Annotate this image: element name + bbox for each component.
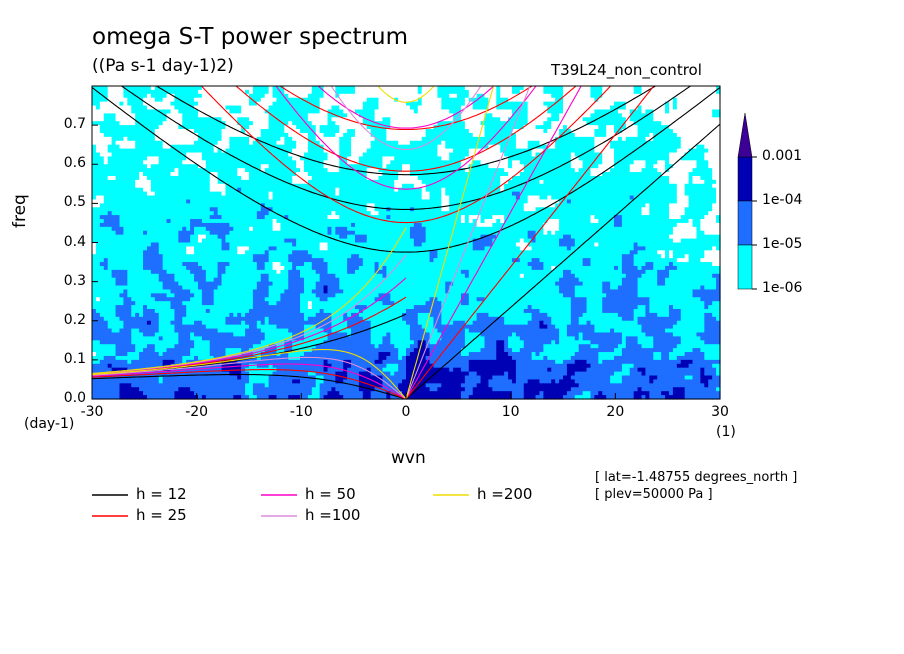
curve-h50-ig-n2 xyxy=(317,86,495,129)
curve-h50-rossby xyxy=(92,363,407,399)
x-tick-label: 0 xyxy=(401,404,411,420)
curve-h50-ig-n1 xyxy=(275,86,537,190)
x-axis-unit: (1) xyxy=(716,424,736,440)
y-tick-label: 0.5 xyxy=(63,194,86,211)
x-tick-label: 20 xyxy=(606,404,625,420)
colorbar-overflow-arrow xyxy=(737,112,753,158)
latitude-info: [ lat=-1.48755 degrees_north ] xyxy=(595,470,798,485)
colorbar-segment xyxy=(737,244,753,290)
x-tick-label: -20 xyxy=(185,404,209,420)
curve-h50-kelvin xyxy=(405,86,582,399)
y-axis-label: freq xyxy=(10,194,30,228)
dispersion-curves xyxy=(92,0,720,399)
x-tick-label: 10 xyxy=(501,404,520,420)
legend-label: h = 50 xyxy=(305,485,356,503)
curve-h200-mrg xyxy=(92,227,407,374)
x-tick-label: -30 xyxy=(80,404,104,420)
curve-h100-rossby xyxy=(92,356,407,399)
chart-units: ((Pa s-1 day-1)2) xyxy=(92,56,234,76)
y-axis-unit: (day-1) xyxy=(24,416,75,432)
curve-h100-ig-n3 xyxy=(92,0,720,18)
curve-h12-ig-n1 xyxy=(92,86,720,253)
curve-h25-kelvin xyxy=(405,86,655,399)
colorbar-label: 0.001 xyxy=(762,148,803,164)
curve-h12-kelvin xyxy=(405,123,720,399)
curve-h12-ig-n3 xyxy=(155,86,657,176)
x-axis-label: wvn xyxy=(391,448,426,468)
chart-title: omega S-T power spectrum xyxy=(92,24,409,50)
legend-label: h = 12 xyxy=(136,485,187,503)
curve-h25-ig-n1 xyxy=(200,86,612,224)
curve-h25-ig-n3 xyxy=(279,86,533,131)
legend-label: h =200 xyxy=(477,485,533,503)
curve-h200-kelvin xyxy=(405,86,495,399)
curve-h100-kelvin xyxy=(405,86,531,399)
colorbar-label: 1e-04 xyxy=(762,192,803,208)
y-tick-label: 0.0 xyxy=(63,390,86,406)
colorbar-label: 1e-05 xyxy=(762,236,803,252)
y-tick-label: 0.7 xyxy=(63,116,86,133)
y-tick-label: 0.4 xyxy=(63,233,86,250)
legend-label: h = 25 xyxy=(136,506,187,524)
spectrum-field xyxy=(92,86,721,400)
curve-h200-rossby xyxy=(92,348,407,399)
curve-h100-ig-n1 xyxy=(330,86,482,151)
curve-h200-ig-n1 xyxy=(377,86,435,103)
colorbar-segment xyxy=(737,200,753,246)
legend-label: h =100 xyxy=(305,506,361,524)
colorbar-segment xyxy=(737,156,753,202)
y-tick-label: 0.3 xyxy=(63,272,86,289)
curve-h25-rossby xyxy=(92,369,407,399)
curve-h25-ig-n2 xyxy=(235,86,577,172)
pressure-level-info: [ plev=50000 Pa ] xyxy=(595,487,713,502)
y-tick-label: 0.1 xyxy=(63,350,86,367)
x-tick-label: -10 xyxy=(289,404,313,420)
curve-h12-rossby xyxy=(92,373,407,399)
x-tick-label: 30 xyxy=(711,404,729,420)
y-tick-label: 0.6 xyxy=(63,155,86,172)
colorbar-label: 1e-06 xyxy=(762,280,803,296)
y-tick-label: 0.2 xyxy=(63,311,86,328)
experiment-label: T39L24_non_control xyxy=(551,61,702,79)
curve-h200-ig-n2 xyxy=(92,0,720,16)
